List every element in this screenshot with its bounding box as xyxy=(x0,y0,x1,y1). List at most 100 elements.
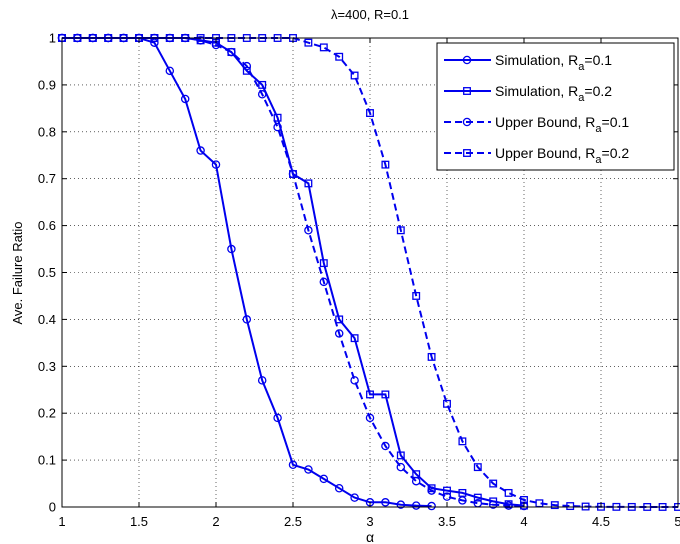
series-3-point xyxy=(381,441,390,451)
series-1-point xyxy=(350,493,359,502)
series-3-point xyxy=(458,496,467,505)
series-1-point xyxy=(257,376,267,385)
y-tick-label: 0.8 xyxy=(38,124,56,139)
legend-marker xyxy=(463,87,471,95)
series-4-point xyxy=(350,71,359,80)
series-1-point xyxy=(304,465,313,474)
series-3-point xyxy=(273,122,282,132)
series-2-point xyxy=(304,179,313,188)
x-tick-label: 2 xyxy=(212,514,219,529)
series-4-point xyxy=(427,352,436,361)
series-3-point xyxy=(396,462,406,472)
series-4-point xyxy=(550,501,559,510)
series-3-point xyxy=(427,486,436,495)
legend-label: Simulation, Ra=0.2 xyxy=(495,83,612,104)
legend-label: Upper Bound, Ra=0.1 xyxy=(495,114,629,135)
x-tick-label: 2.5 xyxy=(284,514,302,529)
series-1-point xyxy=(288,460,298,470)
x-tick-label: 1.5 xyxy=(130,514,148,529)
series-3-point xyxy=(350,376,359,385)
x-tick-label: 1 xyxy=(58,514,65,529)
legend-box xyxy=(436,42,675,171)
series-2-point xyxy=(335,315,344,324)
series-2-point xyxy=(350,334,359,343)
y-tick-label: 0.1 xyxy=(38,453,56,468)
series-1-point xyxy=(273,413,282,423)
y-tick-label: 0.5 xyxy=(38,265,56,280)
legend-marker xyxy=(462,55,472,65)
series-4-point xyxy=(458,437,467,446)
legend-label: Upper Bound, Ra=0.2 xyxy=(495,145,629,166)
y-tick-label: 1 xyxy=(49,31,56,46)
chart-title: λ=400, R=0.1 xyxy=(331,7,409,22)
series-4-point xyxy=(443,399,451,408)
y-tick-label: 0.4 xyxy=(38,312,56,327)
x-tick-label: 4 xyxy=(520,514,527,529)
series-1-point xyxy=(381,498,390,507)
series-1-point xyxy=(227,244,236,254)
series-4-point xyxy=(489,479,498,488)
series-3-point xyxy=(334,329,344,338)
y-tick-label: 0.3 xyxy=(38,359,56,374)
series-2-point xyxy=(366,390,374,399)
series-3-point xyxy=(488,500,498,509)
y-tick-label: 0.6 xyxy=(38,218,56,233)
x-tick-label: 3.5 xyxy=(438,514,456,529)
series-1-point xyxy=(150,38,159,47)
legend-label: Simulation, Ra=0.1 xyxy=(495,52,612,73)
legend-item-1: Simulation, Ra=0.1 xyxy=(444,52,612,73)
series-3-point xyxy=(227,47,236,57)
series-2-point xyxy=(319,259,328,268)
y-axis-label: Ave. Failure Ratio xyxy=(10,221,25,324)
series-3-point xyxy=(442,492,452,501)
series-2-point xyxy=(258,80,267,89)
y-tick-label: 0.2 xyxy=(38,406,56,421)
series-2-point xyxy=(396,451,405,460)
series-3-point xyxy=(411,476,421,486)
series-3-point xyxy=(257,90,267,99)
y-tick-label: 0.9 xyxy=(38,77,56,92)
x-tick-label: 4.5 xyxy=(592,514,610,529)
legend: Simulation, Ra=0.1 Simulation, Ra=0.2 Uppe… xyxy=(436,42,675,171)
series-3-point xyxy=(242,61,252,71)
series-2-point xyxy=(273,113,282,122)
series-4-point xyxy=(473,463,482,472)
legend-item-4: Upper Bound, Ra=0.2 xyxy=(444,145,629,166)
series-1-point xyxy=(319,474,329,484)
series-1-point xyxy=(396,500,406,509)
series-4-point xyxy=(504,488,513,497)
series-3-point xyxy=(365,413,375,423)
legend-item-3: Upper Bound, Ra=0.1 xyxy=(444,114,629,135)
y-tick-label: 0.7 xyxy=(38,171,56,186)
y-tick-label: 0 xyxy=(49,500,56,515)
series-4-point xyxy=(335,52,344,61)
x-axis-label: α xyxy=(366,529,374,544)
legend-marker xyxy=(463,149,471,157)
axes: 1 1.5 2 2.5 3 3.5 4 4.5 5 0 0.1 0.2 0.3 0.4 0.5 0.6 0.7 0… xyxy=(38,31,680,530)
series-3-point xyxy=(288,169,298,179)
series-2-point xyxy=(381,390,390,399)
series-1-point xyxy=(334,483,344,493)
series-4-point xyxy=(412,291,421,300)
series-2-point xyxy=(473,493,482,502)
series-1-point xyxy=(165,66,175,76)
series-4-point xyxy=(319,43,328,52)
legend-item-2: Simulation, Ra=0.2 xyxy=(444,83,612,104)
series-3-point xyxy=(304,226,313,235)
series-4-point xyxy=(381,160,390,169)
series-1-point xyxy=(242,315,252,324)
series-4-point xyxy=(304,38,313,47)
series-4-point xyxy=(366,109,374,117)
series-3-point xyxy=(319,277,329,287)
x-tick-label: 5 xyxy=(674,514,680,529)
series-2-point xyxy=(443,486,451,495)
series-4-point xyxy=(396,226,405,235)
series-1-point xyxy=(196,146,205,155)
series-4-point xyxy=(566,502,575,511)
legend-marker xyxy=(462,117,472,127)
series-1-point xyxy=(180,94,190,104)
x-tick-label: 3 xyxy=(366,514,373,529)
series-3-point xyxy=(504,501,513,510)
series-1-point xyxy=(427,501,436,511)
